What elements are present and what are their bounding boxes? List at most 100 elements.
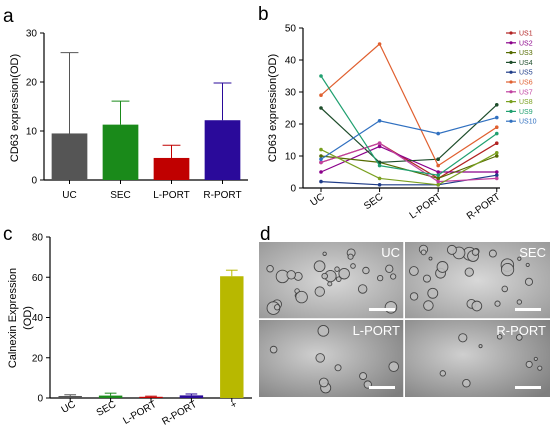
series-line-us9 <box>320 75 498 176</box>
panel-label-d: d <box>260 224 271 245</box>
x-tick-label: R-PORT <box>160 399 199 428</box>
vesicle <box>446 244 457 255</box>
vesicle <box>488 249 497 258</box>
x-tick-label: R-PORT <box>465 191 503 222</box>
legend-marker <box>509 80 513 84</box>
vesicle <box>385 264 394 273</box>
vesicle <box>428 256 433 261</box>
x-tick-label: SEC <box>110 190 131 201</box>
vesicle <box>516 299 523 305</box>
tem-image-label: R-PORT <box>496 323 546 338</box>
vesicle <box>515 334 523 341</box>
y-tick-label: 30 <box>26 29 38 40</box>
bar-uc <box>58 395 82 398</box>
panel-a-ylabel: CD63 expression(OD) <box>9 54 21 162</box>
panel-c-ylabel-line2: (OD) <box>22 306 34 330</box>
legend-label: US9 <box>519 109 533 116</box>
data-point <box>436 131 440 136</box>
bar-sec <box>102 124 139 180</box>
x-tick-label: L-PORT <box>121 399 158 427</box>
x-tick-label: UC <box>62 190 76 201</box>
vesicle <box>471 300 483 312</box>
series-line-us10 <box>320 117 497 160</box>
tem-image-r-port: R-PORT <box>405 320 550 397</box>
y-tick-label: 20 <box>32 353 44 364</box>
legend-marker <box>509 109 513 113</box>
vesicle <box>295 290 308 304</box>
vesicle <box>318 377 329 388</box>
y-tick-label: 40 <box>32 313 44 324</box>
vesicle <box>357 284 368 294</box>
legend-marker <box>509 51 513 55</box>
series-line-us6 <box>320 43 498 167</box>
legend-marker <box>509 60 513 64</box>
data-point <box>494 141 499 145</box>
y-tick-label: 30 <box>285 88 297 99</box>
y-tick-label: 50 <box>285 24 297 35</box>
data-point <box>319 154 323 158</box>
data-point <box>494 115 499 120</box>
data-point <box>494 103 499 107</box>
vesicle <box>313 260 326 273</box>
vesicle <box>517 256 522 261</box>
vesicle <box>377 274 384 282</box>
data-point <box>377 119 382 123</box>
legend-label: US10 <box>519 119 537 126</box>
vesicle <box>422 274 431 283</box>
data-point <box>436 170 440 174</box>
y-tick-label: 40 <box>285 56 297 67</box>
panel-a-chart: CD63 expression(OD) 0 10 20 30 UC SEC L-PORT R-… <box>9 29 248 201</box>
data-point <box>494 154 499 158</box>
scale-bar <box>369 308 395 311</box>
data-point <box>436 183 440 187</box>
vesicle <box>409 292 419 301</box>
vesicle <box>334 364 342 372</box>
x-tick-label: UC <box>60 399 78 416</box>
y-tick-label: 0 <box>290 184 296 195</box>
data-point <box>494 151 499 155</box>
tem-image-uc: UC <box>259 242 404 319</box>
vesicle <box>533 356 538 362</box>
data-point <box>319 160 323 165</box>
bar-l-port <box>139 396 163 398</box>
scale-bar <box>515 308 541 311</box>
series-line-us4 <box>320 104 498 164</box>
legend-marker <box>509 31 513 35</box>
vesicle <box>501 285 509 293</box>
y-tick-label: 10 <box>285 152 297 163</box>
vesicle <box>327 281 333 287</box>
legend-marker <box>509 90 513 94</box>
vesicle <box>478 344 483 349</box>
legend-marker <box>509 70 513 74</box>
vesicle <box>334 266 340 272</box>
legend-label: US1 <box>519 31 533 38</box>
panel-c-chart: Calnexin Expression (OD) 0 20 40 60 80 UC SEC L… <box>7 233 252 428</box>
data-point <box>319 157 323 161</box>
y-tick-label: 20 <box>285 120 297 131</box>
x-tick-label: SEC <box>95 399 118 419</box>
data-point <box>377 144 382 149</box>
data-point <box>377 42 382 46</box>
vesicle <box>496 334 503 340</box>
vesicle <box>384 301 398 314</box>
vesicle <box>537 365 543 371</box>
data-point <box>319 106 323 110</box>
legend-label: US7 <box>519 89 533 96</box>
panel-d-tem-grid: UC SEC L-PORT R-PORT <box>259 242 550 398</box>
vesicle <box>274 304 281 311</box>
tem-image-label: L-PORT <box>353 323 400 338</box>
bar-r-port <box>204 120 241 180</box>
panel-b-ylabel: CD63 expression(OD) <box>267 54 279 162</box>
data-point <box>436 179 440 184</box>
tem-image-label: UC <box>381 245 400 260</box>
vesicle <box>338 267 350 280</box>
vesicle <box>420 249 427 256</box>
x-tick-label: SEC <box>362 191 385 212</box>
vesicle <box>335 276 342 283</box>
legend-label: US2 <box>519 40 533 47</box>
vesicle <box>317 324 330 337</box>
data-point <box>494 125 499 129</box>
tem-image-background <box>405 320 550 397</box>
legend-label: US6 <box>519 80 533 87</box>
